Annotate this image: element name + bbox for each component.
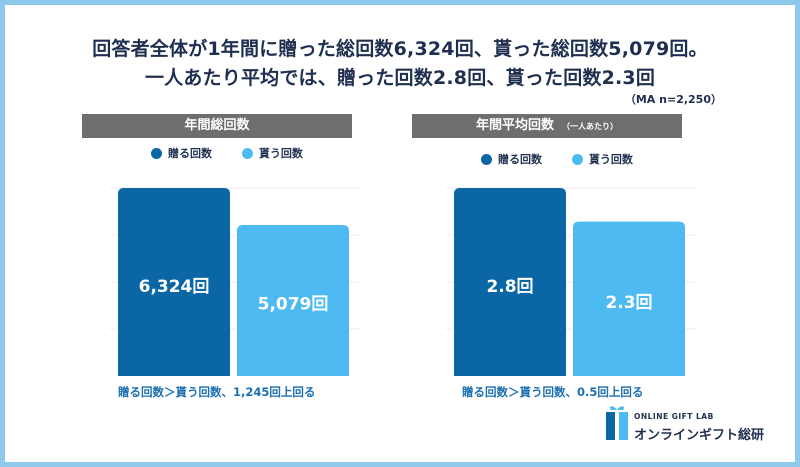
legend-swatch-give [481,153,492,165]
legend-label-receive: 貰う回数 [258,147,303,160]
gift-box-logo-icon [606,406,628,440]
panel-title-total: 年間総回数 [184,118,250,133]
bar-give [454,188,566,376]
legend-swatch-give [151,147,162,159]
chart-average: 2.8回 2.3回 [446,187,696,376]
note-average: 贈る回数＞貰う回数、0.5回上回る [462,385,644,399]
legend-label-receive: 貰う回数 [588,153,633,166]
panel-subtitle-average: （一人あたり） [562,122,618,131]
bar-give [118,188,230,376]
legend-item-give: 贈る回数 [481,151,542,167]
headline-line-2: 一人あたり平均では、贈った回数2.8回、貰った回数2.3回 [144,67,656,89]
panel-title-average: 年間平均回数 [475,118,554,133]
logo-text-main: オンラインギフト総研 [634,428,765,443]
legend-item-receive: 貰う回数 [241,145,303,161]
legend-item-receive: 貰う回数 [571,151,633,167]
data-label-give: 2.8回 [486,277,533,297]
logo-text-small: ONLINE GIFT LAB [634,412,714,421]
data-label-receive: 5,079回 [258,295,329,315]
data-label-give: 6,324回 [139,277,210,297]
note-total: 贈る回数＞貰う回数、1,245回上回る [118,385,316,399]
chart-total: 6,324回 5,079回 [110,187,360,376]
legend-swatch-receive [241,147,253,159]
bar-receive [573,221,685,376]
legend-label-give: 贈る回数 [168,147,212,160]
panel-header-total: 年間総回数 [82,114,352,138]
panel-header-average: 年間平均回数 （一人あたり） [412,114,682,138]
sample-size-note: （MA n=2,250） [624,93,722,106]
headline-line-1: 回答者全体が1年間に贈った総回数6,324回、貰った総回数5,079回。 [92,38,708,60]
legend-item-give: 贈る回数 [151,145,212,161]
legend-average: 贈る回数 貰う回数 [481,151,659,168]
legend-label-give: 贈る回数 [498,153,542,166]
legend-swatch-receive [571,153,583,165]
data-label-receive: 2.3回 [605,293,652,313]
legend-total: 贈る回数 貰う回数 [151,145,329,162]
bar-receive [237,225,349,376]
